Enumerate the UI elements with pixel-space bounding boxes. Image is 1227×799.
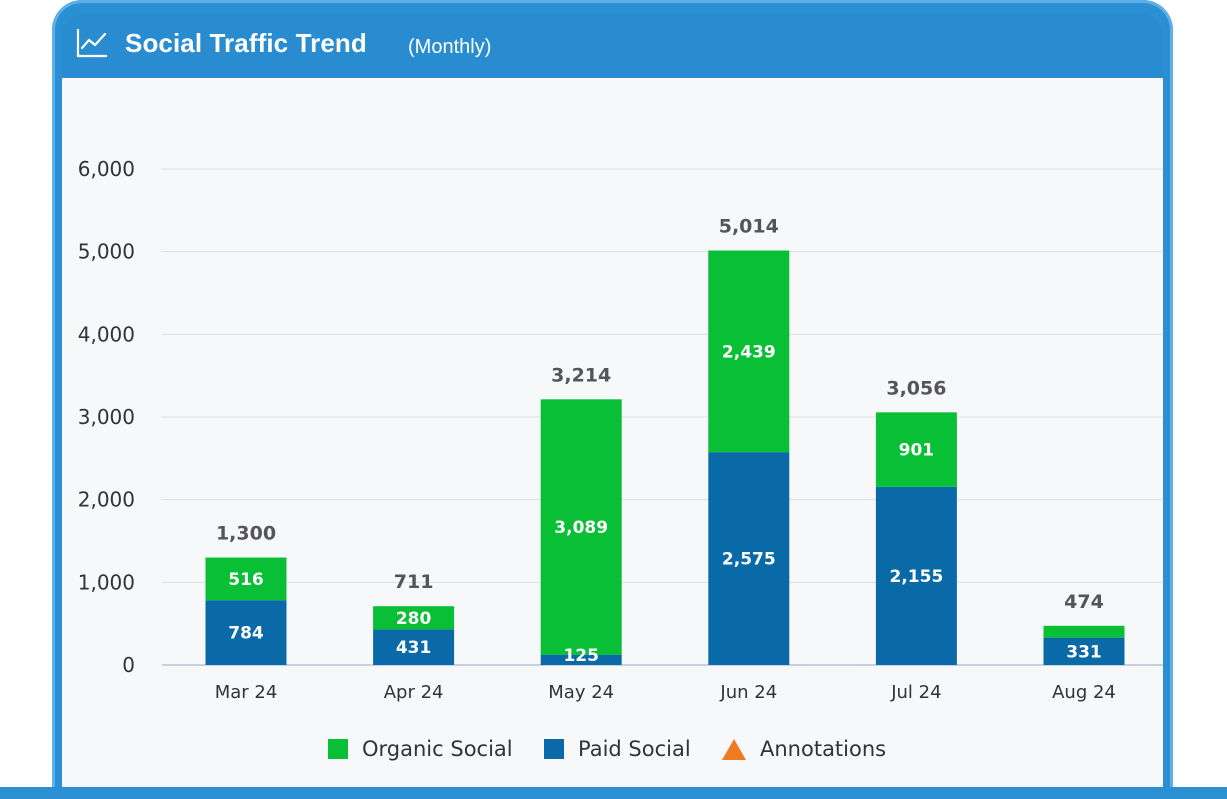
- card-bottom-bar: [0, 787, 1227, 799]
- paid-value-label: 431: [396, 638, 432, 658]
- chart-subtitle: (Monthly): [408, 36, 492, 58]
- chart-legend: Organic Social Paid Social Annotations: [0, 733, 1227, 765]
- x-category-label: May 24: [548, 682, 614, 703]
- bar-organic-social: [708, 250, 790, 453]
- paid-value-label: 784: [228, 624, 264, 644]
- bar-organic-social: [205, 557, 287, 601]
- y-tick-label: 1,000: [78, 570, 135, 594]
- total-value-label: 474: [1064, 591, 1104, 613]
- bar-paid-social: [1043, 637, 1125, 665]
- total-value-label: 1,300: [216, 523, 276, 545]
- organic-value-label: 516: [228, 570, 264, 590]
- bar-organic-social: [373, 606, 455, 630]
- bar-organic-social: [875, 412, 957, 487]
- x-category-label: Jul 24: [890, 682, 941, 703]
- legend-organic-social[interactable]: Organic Social: [328, 733, 513, 765]
- y-tick-label: 5,000: [78, 240, 135, 264]
- line-chart-icon: [76, 28, 108, 58]
- organic-value-label: 280: [396, 609, 432, 629]
- organic-value-label: 901: [899, 441, 935, 461]
- x-category-label: Aug 24: [1052, 682, 1116, 703]
- paid-swatch: [544, 739, 564, 759]
- bar-paid-social: [540, 654, 622, 665]
- paid-value-label: 2,575: [722, 550, 776, 570]
- bar-paid-social: [373, 629, 455, 665]
- legend-paid-label: Paid Social: [578, 737, 691, 761]
- legend-organic-label: Organic Social: [362, 737, 513, 761]
- y-tick-label: 4,000: [78, 322, 135, 346]
- total-value-label: 3,214: [551, 364, 611, 386]
- y-tick-label: 3,000: [78, 405, 135, 429]
- paid-value-label: 125: [563, 646, 599, 666]
- organic-swatch: [328, 739, 348, 759]
- organic-value-label: 3,089: [554, 518, 608, 538]
- bar-paid-social: [875, 486, 957, 665]
- paid-value-label: 331: [1066, 642, 1102, 662]
- chart-header: Social Traffic Trend (Monthly): [62, 14, 1163, 78]
- y-tick-label: 6,000: [78, 157, 135, 181]
- paid-value-label: 2,155: [890, 567, 944, 587]
- x-category-label: Apr 24: [384, 682, 444, 703]
- legend-paid-social[interactable]: Paid Social: [544, 733, 691, 765]
- annotation-triangle-icon: [722, 738, 746, 760]
- legend-annotations[interactable]: Annotations: [722, 733, 886, 765]
- x-category-label: Jun 24: [719, 682, 777, 703]
- bar-organic-social: [1043, 625, 1125, 638]
- bar-paid-social: [708, 452, 790, 665]
- x-category-label: Mar 24: [215, 682, 278, 703]
- bar-organic-social: [540, 399, 622, 655]
- chart-title: Social Traffic Trend: [125, 28, 367, 58]
- total-value-label: 711: [394, 571, 434, 593]
- legend-annotations-label: Annotations: [760, 737, 887, 761]
- bar-paid-social: [205, 600, 287, 665]
- y-tick-label: 2,000: [78, 488, 135, 512]
- organic-value-label: 2,439: [722, 342, 776, 362]
- total-value-label: 5,014: [719, 216, 779, 238]
- total-value-label: 3,056: [886, 377, 946, 399]
- y-tick-label: 0: [122, 653, 135, 677]
